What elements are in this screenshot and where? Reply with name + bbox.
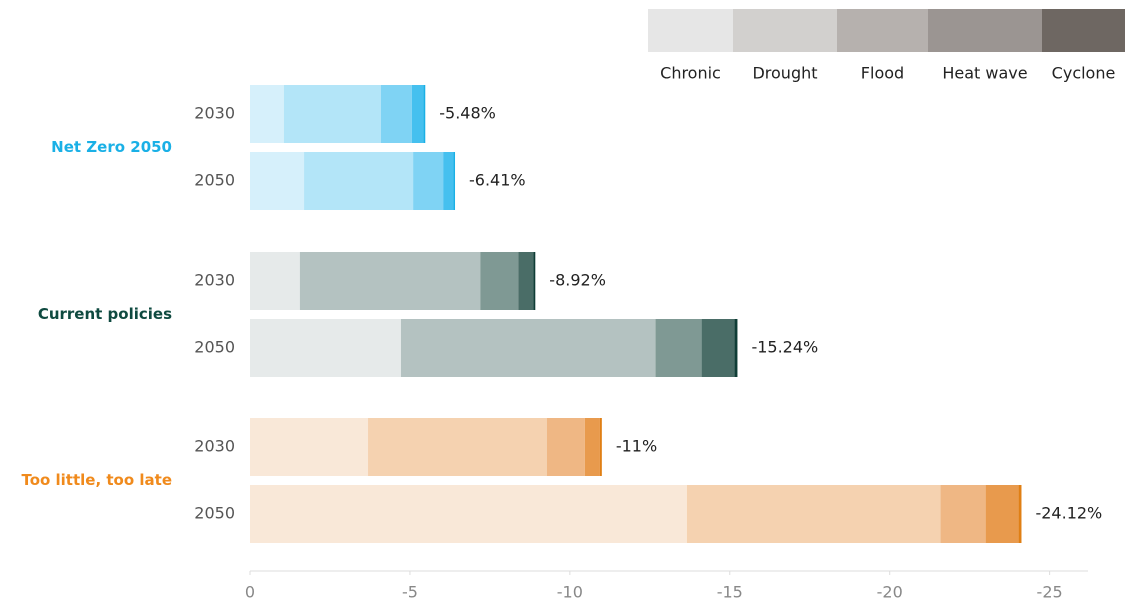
x-tick-label: -5 [402,583,418,602]
group-label: Too little, too late [21,471,172,489]
bar-segment [250,252,300,310]
bar-segment [250,418,369,476]
x-tick-label: -20 [877,583,903,602]
bar-segment [655,319,702,377]
group-label: Current policies [38,305,172,323]
bar-segment [413,152,444,210]
legend-label: Heat wave [942,64,1027,83]
legend-swatch [837,9,928,52]
bar-segment [1018,485,1022,543]
total-label: -8.92% [549,271,606,290]
year-label: 2030 [194,104,235,123]
bar-segment [940,485,986,543]
bar-segment [400,319,656,377]
legend-label: Flood [861,64,904,83]
legend-label: Drought [752,64,817,83]
bar-segment [250,152,305,210]
bar-segment [250,485,687,543]
total-label: -24.12% [1035,504,1102,523]
x-tick-label: 0 [245,583,255,602]
bar-segment [546,418,585,476]
year-label: 2030 [194,271,235,290]
bar-segment [283,85,381,143]
bar-segment [518,252,534,310]
total-label: -11% [616,437,657,456]
bar-segment [250,319,401,377]
bar-segment [443,152,454,210]
group-label: Net Zero 2050 [51,138,172,156]
bar-segment [584,418,600,476]
bar-segment [250,85,284,143]
bar-segment [304,152,414,210]
bar-segment [599,418,602,476]
year-label: 2030 [194,437,235,456]
bar-segment [299,252,481,310]
bar-segment [701,319,735,377]
x-tick-label: -10 [557,583,583,602]
legend-label: Chronic [660,64,721,83]
legend-swatch [648,9,733,52]
bar-segment [380,85,412,143]
bar-segment [368,418,547,476]
bar-segment [480,252,519,310]
year-label: 2050 [194,504,235,523]
legend-swatch [1042,9,1125,52]
bar-segment [686,485,941,543]
bar-segment [453,152,456,210]
legend-swatch [733,9,837,52]
bar-segment [423,85,426,143]
year-label: 2050 [194,338,235,357]
x-tick-label: -25 [1037,583,1063,602]
bar-segment [533,252,536,310]
bar-segment [411,85,424,143]
total-label: -6.41% [469,171,526,190]
year-label: 2050 [194,171,235,190]
total-label: -15.24% [751,338,818,357]
legend-label: Cyclone [1052,64,1116,83]
bar-segment [985,485,1019,543]
bar-segment [734,319,738,377]
legend-swatch [928,9,1042,52]
x-tick-label: -15 [717,583,743,602]
total-label: -5.48% [439,104,496,123]
